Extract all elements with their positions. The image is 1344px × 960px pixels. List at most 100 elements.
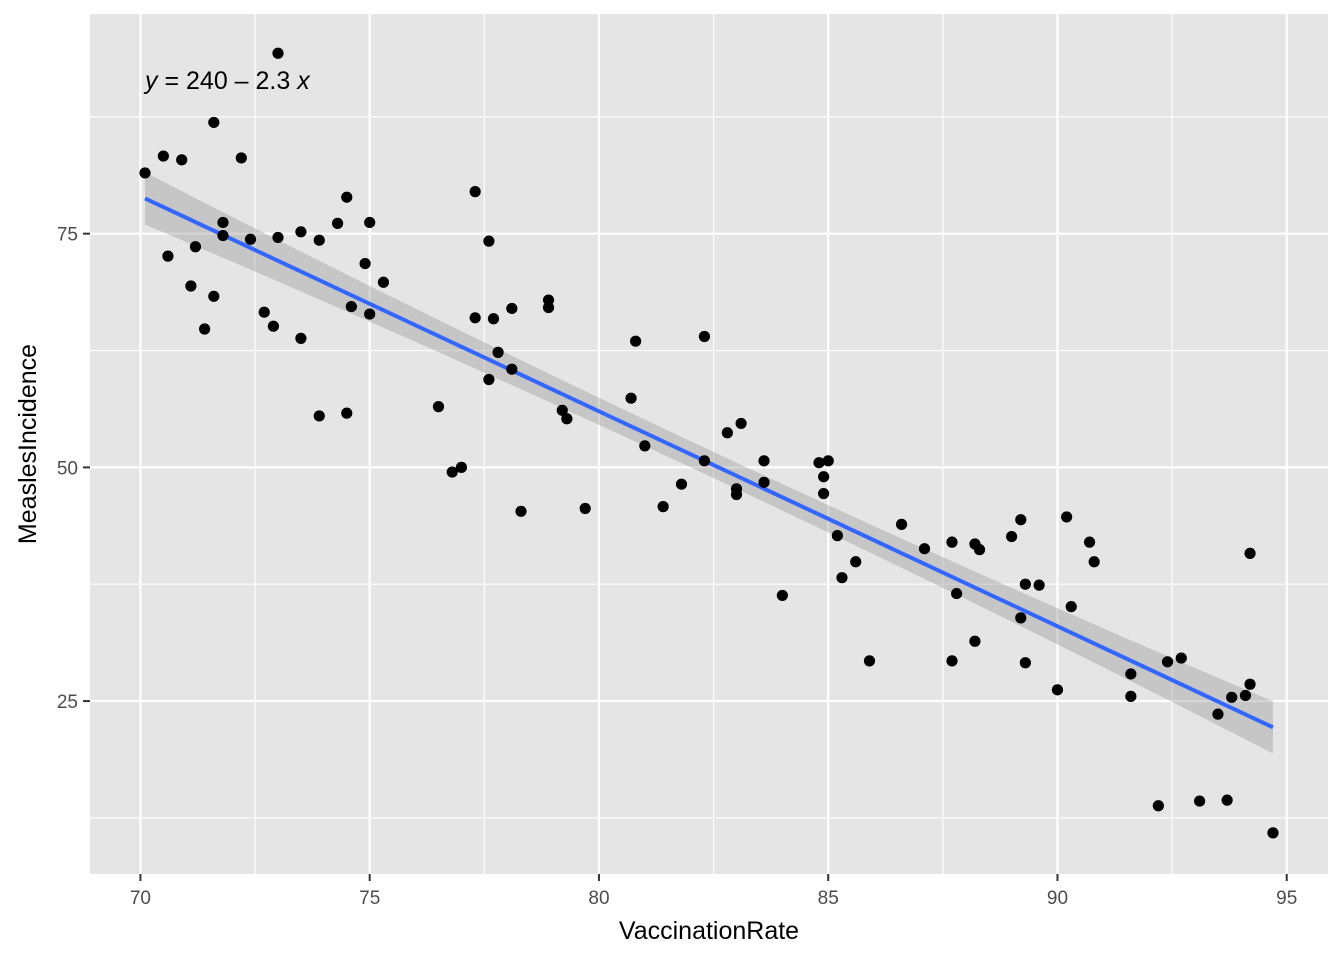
data-point: [258, 306, 270, 318]
data-point: [515, 505, 527, 517]
data-point: [1239, 689, 1252, 702]
data-point: [813, 457, 825, 469]
data-point: [1019, 578, 1031, 590]
data-point: [951, 587, 963, 600]
data-point: [341, 407, 353, 419]
data-point: [836, 572, 848, 584]
data-point: [199, 323, 211, 335]
data-point: [492, 346, 504, 358]
data-point: [455, 461, 467, 473]
data-point: [217, 216, 229, 229]
y-tick-label: 75: [57, 225, 78, 246]
data-point: [345, 300, 357, 313]
data-point: [377, 276, 390, 288]
data-point: [483, 373, 495, 386]
x-tick-label: 85: [818, 888, 839, 909]
data-point: [1194, 795, 1206, 807]
data-point: [895, 518, 908, 530]
data-point: [730, 483, 743, 495]
data-point: [776, 589, 788, 602]
data-point: [208, 116, 220, 129]
data-point: [1015, 612, 1027, 624]
data-point: [1221, 794, 1233, 806]
data-point: [1161, 656, 1174, 668]
data-point: [1244, 547, 1256, 559]
data-point: [235, 152, 247, 164]
data-point: [139, 167, 151, 179]
data-point: [579, 502, 591, 515]
data-point: [244, 233, 257, 245]
data-point: [1125, 690, 1137, 702]
data-point: [630, 335, 642, 347]
data-point: [1267, 827, 1279, 839]
data-point: [506, 302, 518, 315]
data-point: [313, 234, 325, 246]
data-point: [818, 487, 830, 500]
data-point: [1083, 536, 1096, 548]
data-point: [432, 401, 445, 413]
data-point: [946, 536, 958, 548]
data-point: [758, 476, 770, 488]
data-point: [698, 455, 711, 467]
x-tick-label: 95: [1276, 888, 1297, 909]
data-point: [217, 229, 229, 242]
data-point: [1088, 556, 1100, 568]
data-point: [157, 150, 169, 162]
data-point: [1015, 514, 1027, 526]
data-point: [639, 440, 651, 452]
data-point: [1125, 668, 1137, 680]
data-point: [267, 320, 280, 332]
data-point: [446, 466, 458, 478]
data-point: [332, 217, 344, 229]
data-point: [483, 235, 495, 247]
data-point: [1212, 708, 1224, 720]
data-point: [272, 231, 284, 244]
data-point: [364, 308, 376, 320]
data-point: [1226, 691, 1238, 703]
x-tick-label: 90: [1047, 888, 1068, 909]
data-point: [969, 635, 981, 647]
data-point: [1244, 678, 1256, 690]
data-point: [625, 392, 637, 404]
data-point: [364, 216, 376, 229]
x-tick-label: 70: [130, 888, 151, 909]
equation-y-symbol: y: [143, 67, 159, 95]
data-point: [469, 186, 481, 198]
data-point: [208, 290, 220, 302]
x-tick-label: 80: [588, 888, 609, 909]
data-point: [487, 313, 500, 325]
data-point: [189, 241, 202, 253]
data-point: [1175, 652, 1187, 664]
data-point: [1051, 684, 1064, 696]
data-point: [918, 543, 931, 555]
data-point: [542, 301, 555, 314]
data-point: [1033, 579, 1045, 591]
y-tick-label: 25: [57, 692, 78, 713]
y-tick-label: 50: [57, 458, 78, 479]
minor-gridlines: [90, 14, 1328, 874]
data-point: [295, 226, 307, 238]
equation-x-symbol: x: [296, 67, 311, 95]
data-point: [863, 655, 876, 667]
data-point: [721, 427, 733, 439]
data-point: [185, 280, 197, 292]
data-point: [1152, 800, 1164, 812]
data-point: [973, 544, 986, 556]
plot-panel: [90, 14, 1328, 874]
data-point: [1065, 601, 1077, 613]
data-point: [272, 47, 284, 59]
data-point: [831, 530, 843, 542]
data-point: [657, 501, 669, 513]
x-axis-title: VaccinationRate: [619, 917, 799, 945]
data-point: [698, 330, 711, 343]
data-point: [359, 257, 371, 270]
data-point: [341, 191, 353, 203]
data-point: [735, 417, 747, 430]
data-point: [675, 478, 688, 490]
data-point: [295, 332, 307, 344]
data-point: [1061, 511, 1073, 523]
data-point: [506, 363, 518, 375]
y-axis-title: MeaslesIncidence: [14, 344, 42, 544]
data-point: [1006, 530, 1018, 543]
data-points: [139, 47, 1279, 839]
